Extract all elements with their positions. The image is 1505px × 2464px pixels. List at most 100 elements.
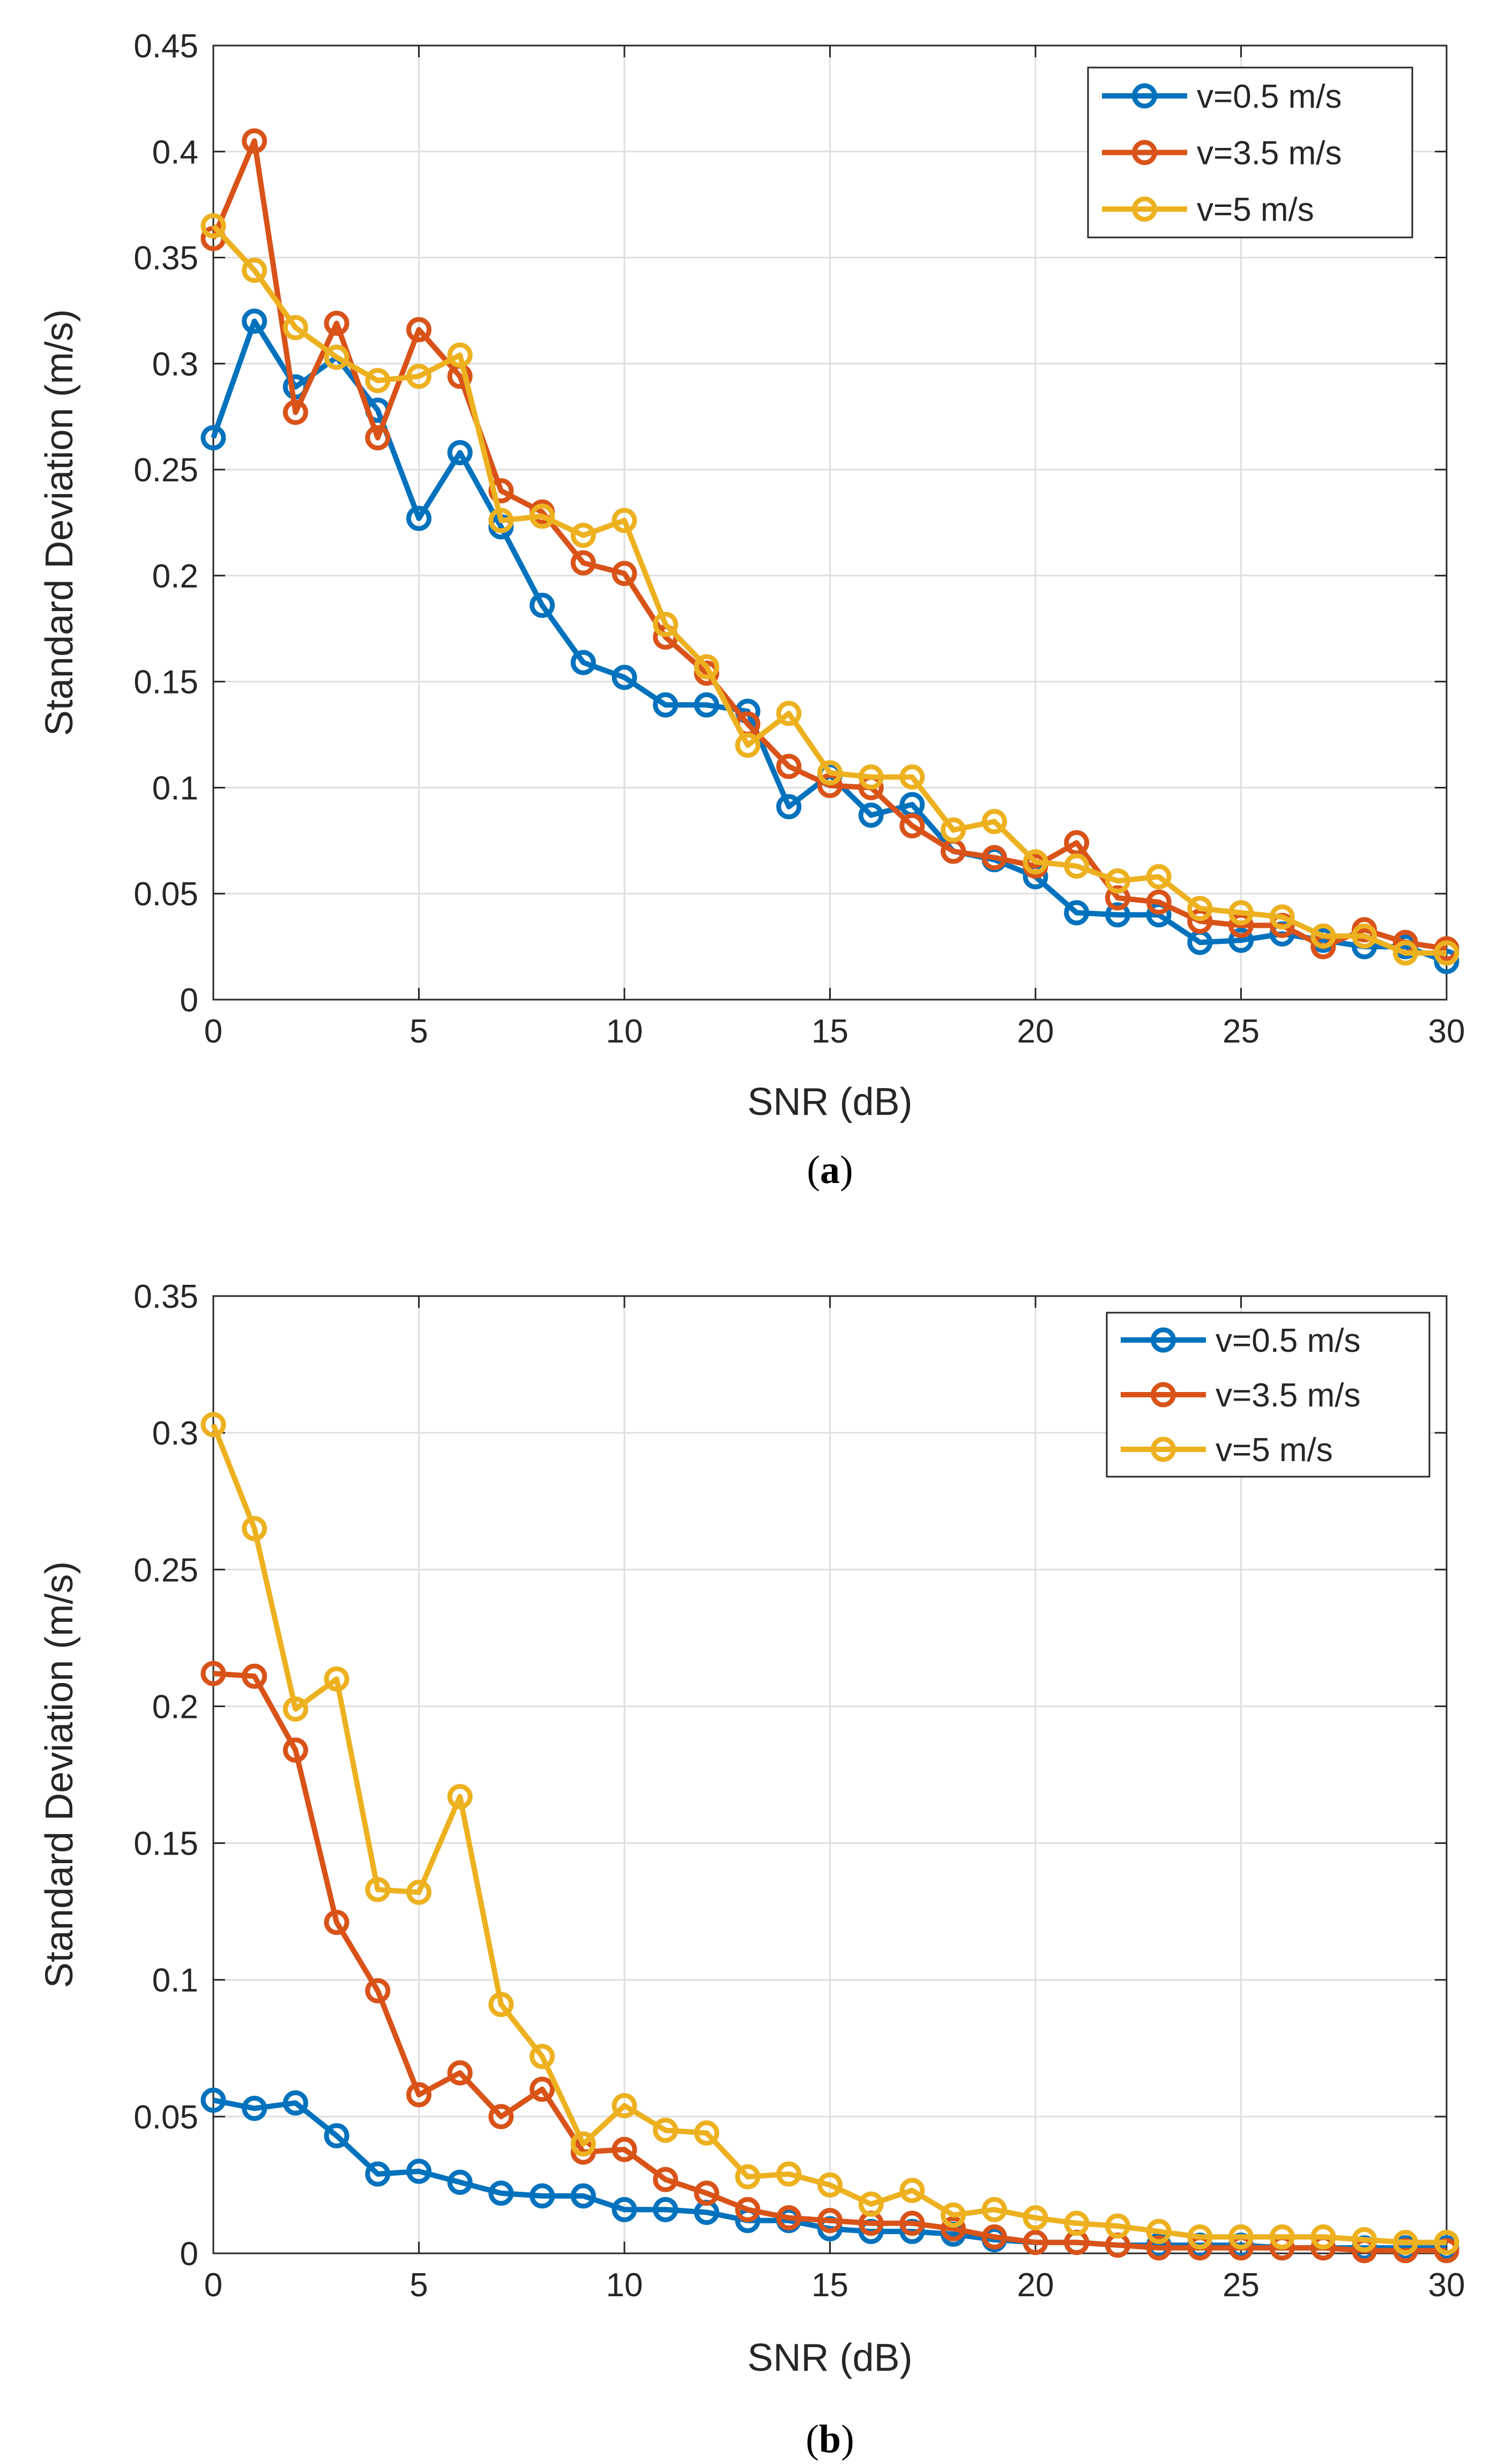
data-point [282,399,308,425]
data-point [612,561,637,586]
x-axis-label: SNR (dB) [747,2336,912,2379]
legend-entry-label: v=0.5 m/s [1197,78,1342,115]
data-point [1434,940,1459,966]
data-point [1146,864,1172,890]
data-point [324,310,349,336]
data-point [242,1516,267,1542]
x-tick-label: 20 [1017,1013,1054,1050]
data-point [1023,2230,1048,2255]
x-tick-label: 15 [811,1013,848,1050]
data-point [981,845,1007,870]
data-point [653,2167,679,2192]
data-point [488,508,514,533]
data-point [488,1992,514,2018]
y-tick-label: 0.25 [133,452,198,489]
series-3 [200,213,1459,966]
data-point [653,2117,679,2143]
y-tick-label: 0.05 [133,2099,198,2136]
legend-swatch-marker [1151,1436,1176,1462]
data-point [530,592,555,618]
data-point [406,2082,431,2108]
data-point [406,1879,431,1905]
series-line [211,224,1447,956]
data-point [365,425,391,451]
data-point [488,2104,514,2130]
data-point [406,505,431,531]
data-point [1023,849,1048,875]
data-point [365,368,391,393]
y-tick-label: 0.45 [133,28,198,65]
data-point [694,2180,719,2206]
x-tick-label: 20 [1017,2267,1054,2304]
data-point [530,503,555,529]
data-point [1064,2210,1090,2236]
data-point [242,308,267,334]
data-point [200,1412,226,1438]
legend-swatch-marker [1151,1327,1176,1353]
y-tick-label: 0 [180,982,198,1019]
data-point [1434,2230,1459,2255]
data-point [1023,2205,1048,2231]
data-point [570,650,596,675]
data-point [1392,2230,1418,2255]
data-point [242,1663,267,1689]
data-point [282,1696,308,1722]
data-point [570,2131,596,2157]
data-point [1228,2224,1254,2250]
data-point [1146,889,1172,915]
x-tick-label: 25 [1223,2267,1260,2304]
y-tick-label: 0.05 [133,876,198,913]
data-point [324,1910,349,1936]
data-point [981,809,1007,835]
data-point [200,425,226,451]
y-tick-label: 0.35 [133,240,198,277]
data-point [858,764,884,790]
legend: v=0.5 m/s v=3.5 m/s v=5 m/s [1087,66,1413,239]
series-line [211,1423,1447,2245]
series-3 [200,1412,1459,2255]
data-point [242,128,267,154]
data-point [735,2164,761,2190]
data-point [776,794,802,820]
legend-entry-label: v=5 m/s [1216,1432,1333,1469]
y-axis-label: Standard Deviation (m/s) [38,1561,81,1988]
data-point [447,2060,473,2086]
data-point [817,2208,843,2234]
data-point [612,2093,637,2118]
x-tick-label: 0 [204,2267,222,2304]
data-point [242,2096,267,2121]
data-point [447,1784,473,1810]
data-point [324,2123,349,2149]
data-point [694,654,719,680]
y-tick-label: 0.25 [133,1552,198,1589]
y-tick-label: 0.3 [152,346,198,383]
data-point [899,813,925,839]
data-point [406,2158,431,2184]
legend-entry-label: v=3.5 m/s [1197,135,1342,172]
data-point [1146,2235,1172,2261]
data-point [735,732,761,758]
data-point [530,2044,555,2070]
data-point [1105,885,1130,911]
data-point [447,440,473,465]
legend-swatch-marker [1132,83,1157,109]
y-tick-label: 0.4 [152,134,198,171]
data-point [612,508,637,533]
data-point [488,478,514,504]
data-point [282,2090,308,2116]
y-tick-label: 0.2 [152,1688,198,1725]
data-point [1105,902,1130,928]
data-point [365,2161,391,2187]
x-tick-label: 10 [606,1013,643,1050]
charts-layer: 0 5 10 15 20 25 3000.050.10.150.20.250.30.350.… [38,28,1465,2461]
data-point [941,2216,966,2242]
data-point [1392,940,1418,966]
data-point [1064,830,1090,855]
legend-swatch-marker [1132,196,1157,222]
data-point [612,665,637,690]
data-point [1352,2227,1377,2252]
data-point [612,2137,637,2162]
x-tick-label: 5 [409,1013,428,1050]
data-point [1228,900,1254,926]
data-point [1064,900,1090,926]
